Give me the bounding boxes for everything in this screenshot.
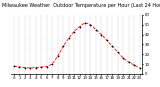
- Text: Milwaukee Weather  Outdoor Temperature per Hour (Last 24 Hours): Milwaukee Weather Outdoor Temperature pe…: [2, 3, 160, 8]
